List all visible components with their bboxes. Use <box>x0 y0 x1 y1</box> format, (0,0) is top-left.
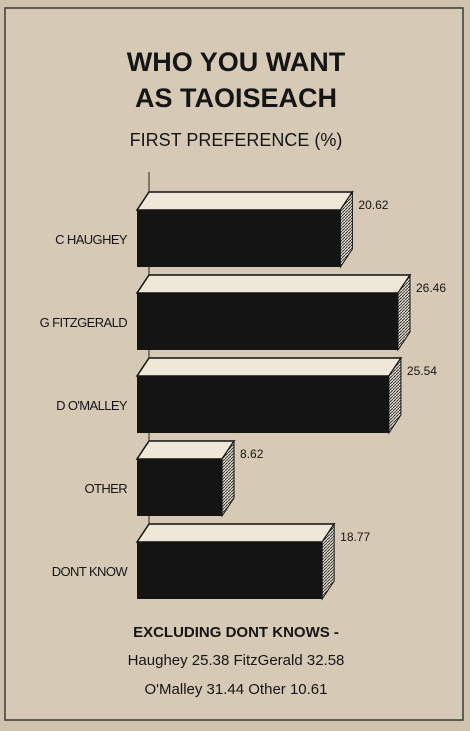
annotation: Haughey 25.38 FitzGerald 32.58 <box>128 652 345 669</box>
y-tick-label: G FITZGERALD <box>40 315 128 330</box>
bar <box>135 273 412 352</box>
chart-title: WHO YOU WANT <box>127 47 346 77</box>
annotation: O'Malley 31.44 Other 10.61 <box>145 681 328 698</box>
y-tick-label: DONT KNOW <box>52 564 129 579</box>
bar-top <box>135 357 403 377</box>
y-tick-label: C HAUGHEY <box>55 232 128 247</box>
value-label: 8.62 <box>240 447 264 461</box>
bar-front <box>137 542 323 599</box>
bar-side <box>321 522 335 601</box>
annotation: EXCLUDING DONT KNOWS - <box>133 624 339 641</box>
value-label: 25.54 <box>407 364 437 378</box>
bar <box>135 439 236 518</box>
bar <box>135 522 336 601</box>
y-tick-label: OTHER <box>84 481 127 496</box>
bar-top <box>135 440 236 460</box>
bar-top <box>135 274 412 294</box>
bar-top <box>135 523 336 543</box>
bar <box>135 356 403 435</box>
bar <box>135 190 354 269</box>
value-label: 20.62 <box>358 198 388 212</box>
value-label: 18.77 <box>340 530 370 544</box>
value-label: 26.46 <box>416 281 446 295</box>
bar-top <box>135 191 354 211</box>
bar-front <box>137 376 389 433</box>
bar-front <box>137 210 341 267</box>
chart-subtitle: FIRST PREFERENCE (%) <box>130 130 343 150</box>
bar-front <box>137 293 398 350</box>
bar-front <box>137 459 223 516</box>
y-tick-label: D O'MALLEY <box>56 398 128 413</box>
chart-title: AS TAOISEACH <box>135 83 337 113</box>
